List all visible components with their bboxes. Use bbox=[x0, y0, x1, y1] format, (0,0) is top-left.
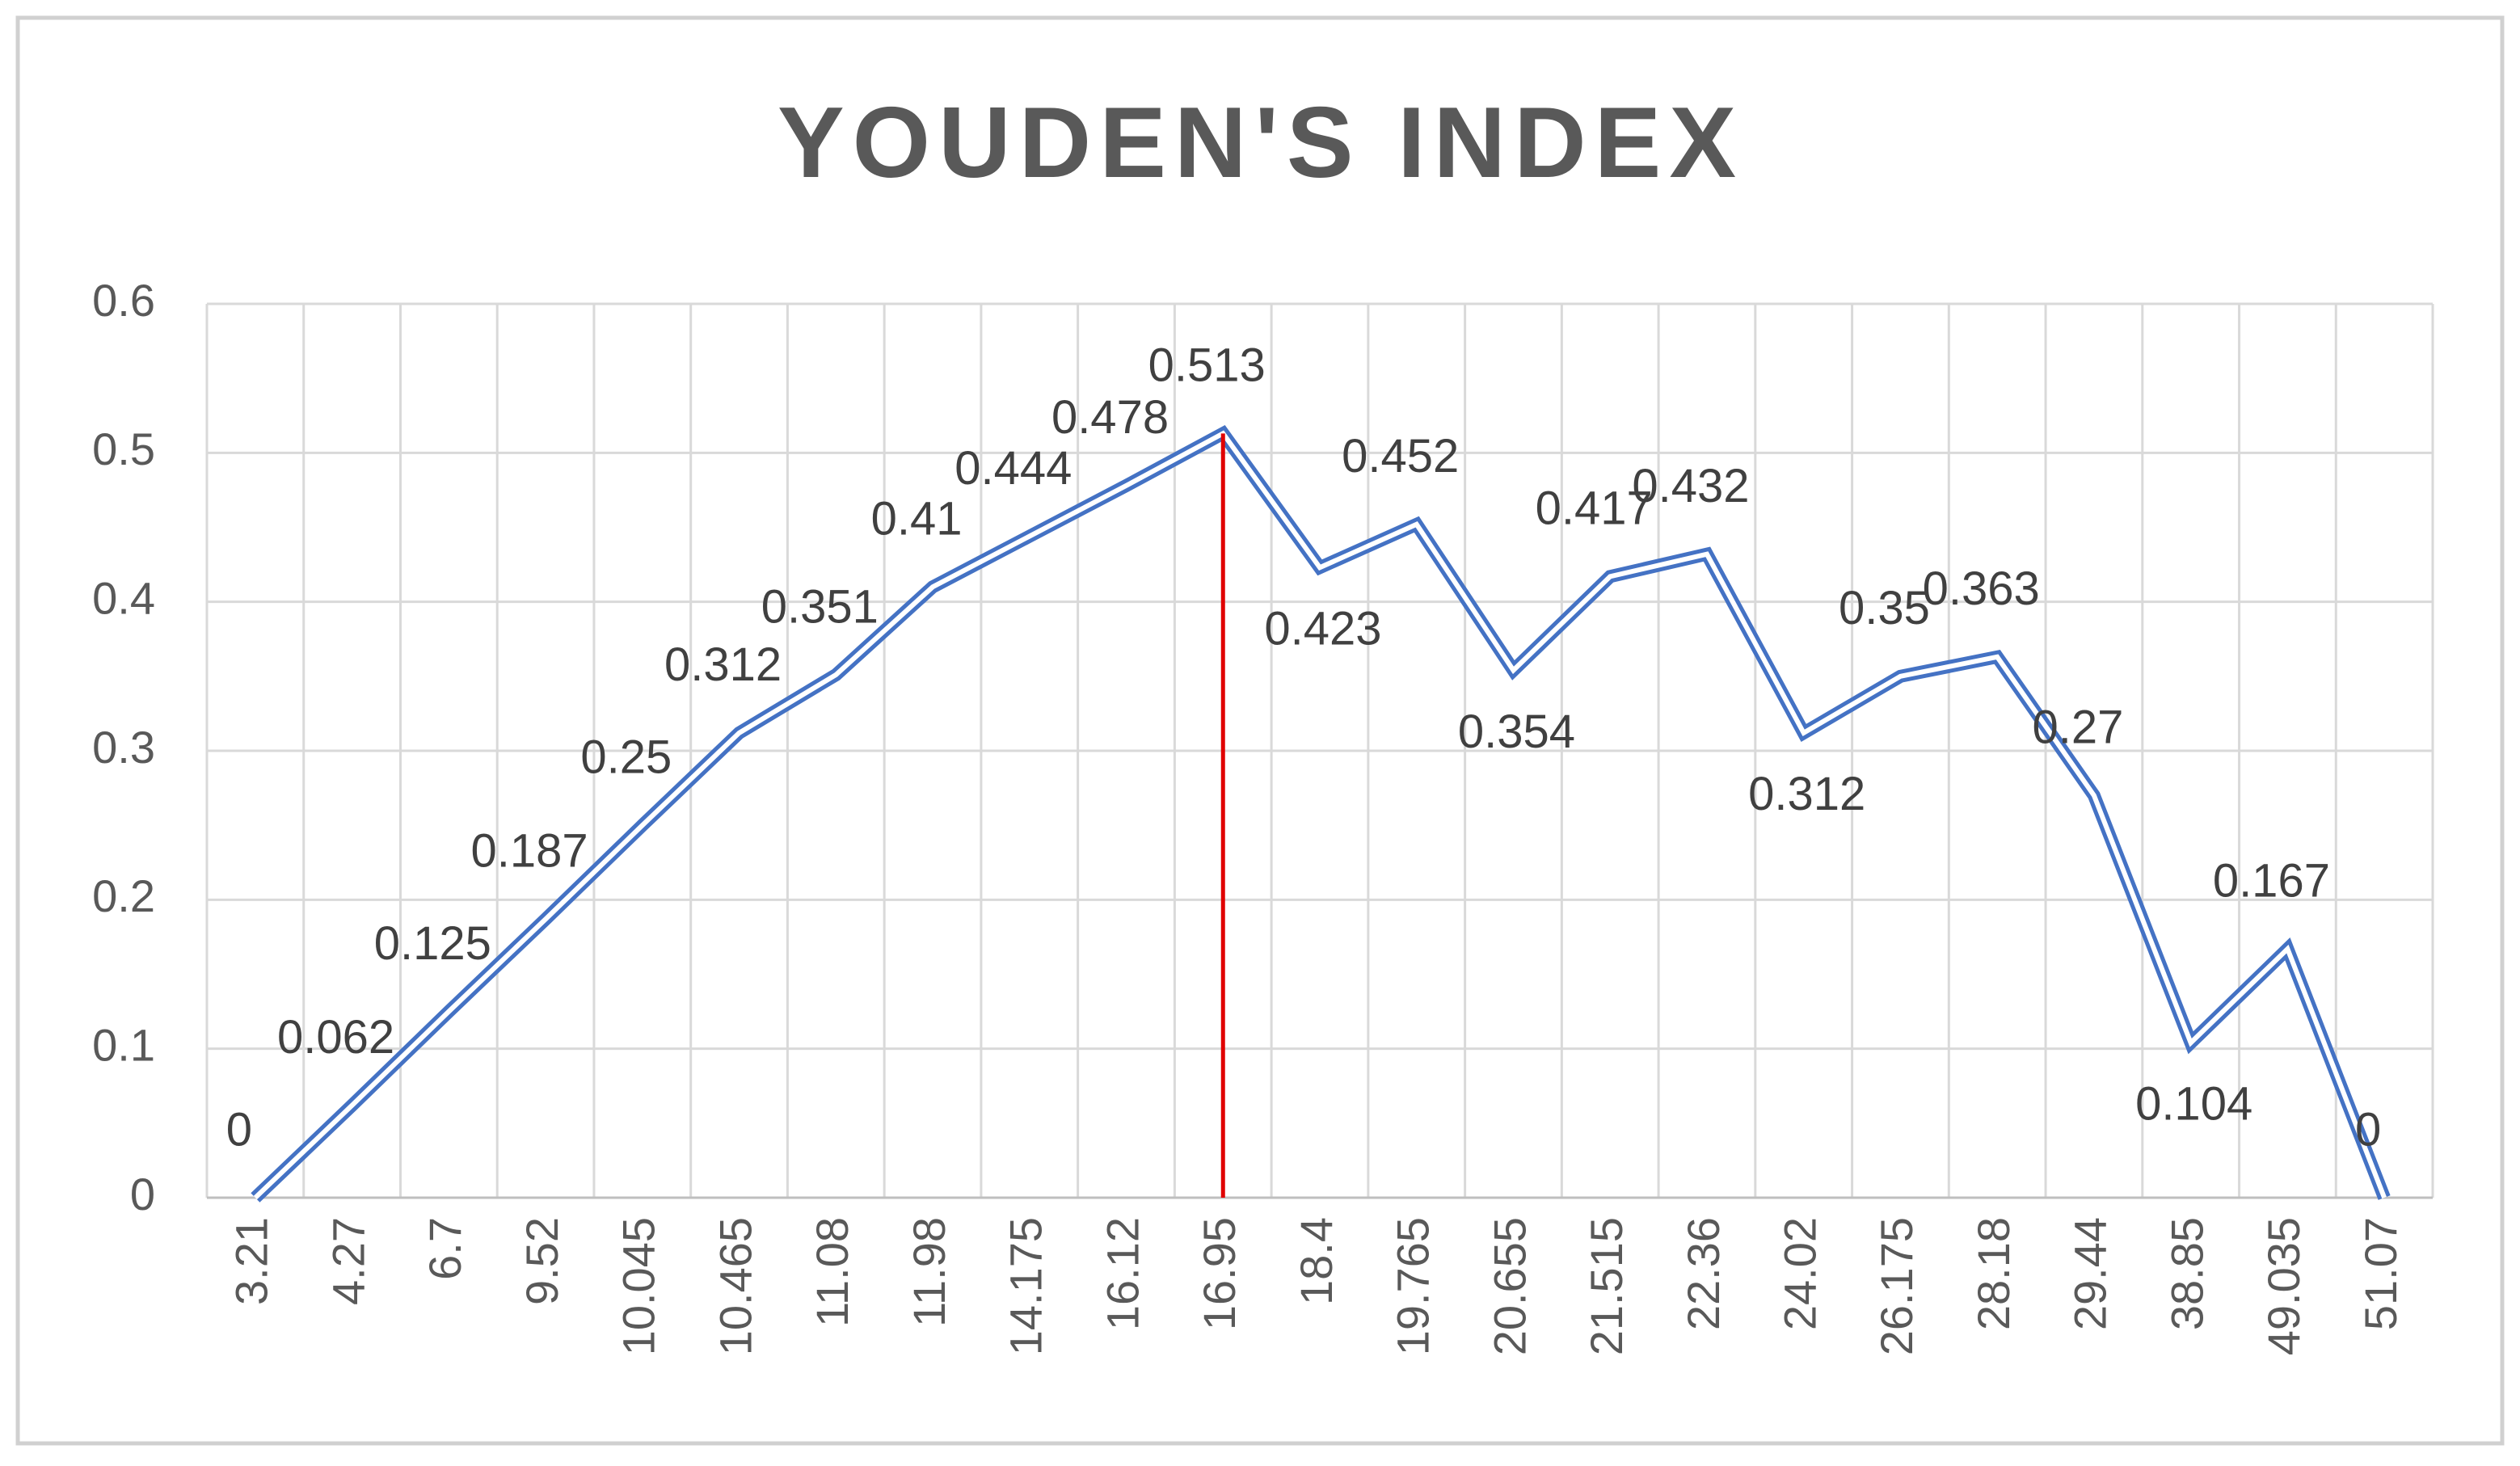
data-label: 0.312 bbox=[664, 638, 782, 691]
data-label: 0.41 bbox=[871, 493, 963, 546]
data-label: 0.35 bbox=[1839, 582, 1930, 634]
data-label: 0.167 bbox=[2213, 854, 2330, 907]
x-tick-label: 29.44 bbox=[2065, 1217, 2116, 1330]
x-tick-label: 18.4 bbox=[1291, 1217, 1342, 1305]
x-tick-label: 6.7 bbox=[419, 1217, 470, 1280]
x-tick-label: 10.045 bbox=[613, 1217, 664, 1355]
data-label: 0 bbox=[2355, 1103, 2381, 1156]
x-tick-label: 11.08 bbox=[807, 1217, 858, 1327]
data-label: 0.444 bbox=[954, 442, 1072, 495]
data-label: 0.125 bbox=[374, 917, 491, 970]
data-label: 0.062 bbox=[277, 1011, 394, 1064]
x-tick-label: 21.515 bbox=[1581, 1217, 1632, 1355]
data-label: 0.25 bbox=[580, 731, 672, 783]
y-tick-label: 0.3 bbox=[92, 722, 155, 773]
x-tick-label: 24.02 bbox=[1774, 1217, 1825, 1330]
x-tick-label: 20.655 bbox=[1484, 1217, 1535, 1355]
y-tick-label: 0.6 bbox=[92, 275, 155, 326]
y-tick-label: 0.2 bbox=[92, 870, 155, 921]
x-tick-label: 4.27 bbox=[322, 1217, 373, 1305]
x-tick-label: 3.21 bbox=[226, 1217, 277, 1305]
x-tick-label: 28.18 bbox=[1968, 1217, 2019, 1330]
data-label: 0.27 bbox=[2032, 701, 2123, 754]
y-tick-label: 0.5 bbox=[92, 423, 155, 474]
chart-border bbox=[15, 15, 2505, 1446]
data-label: 0.354 bbox=[1458, 706, 1575, 758]
x-tick-label: 14.175 bbox=[1001, 1217, 1051, 1355]
x-tick-label: 9.52 bbox=[516, 1217, 567, 1305]
x-tick-label: 51.07 bbox=[2355, 1217, 2406, 1330]
data-label: 0 bbox=[226, 1103, 252, 1156]
data-label: 0.432 bbox=[1632, 460, 1749, 512]
x-tick-label: 19.765 bbox=[1388, 1217, 1439, 1355]
x-tick-label: 10.465 bbox=[710, 1217, 761, 1355]
y-tick-label: 0.4 bbox=[92, 572, 155, 623]
chart-title: YOUDEN'S INDEX bbox=[777, 87, 1744, 199]
data-label: 0.104 bbox=[2135, 1078, 2252, 1131]
data-label: 0.363 bbox=[1923, 562, 2040, 615]
y-tick-label: 0.1 bbox=[92, 1019, 155, 1070]
data-label: 0.452 bbox=[1342, 430, 1459, 482]
data-label: 0.417 bbox=[1536, 482, 1653, 535]
x-tick-label: 16.12 bbox=[1097, 1217, 1148, 1330]
data-label: 0.513 bbox=[1148, 339, 1266, 392]
data-label: 0.312 bbox=[1748, 768, 1865, 820]
x-tick-label: 16.95 bbox=[1194, 1217, 1245, 1330]
data-label: 0.478 bbox=[1051, 391, 1169, 444]
x-tick-label: 26.175 bbox=[1871, 1217, 1922, 1355]
series-line-inner bbox=[253, 430, 2387, 1200]
x-tick-label: 11.98 bbox=[904, 1217, 954, 1327]
x-tick-label: 22.36 bbox=[1678, 1217, 1729, 1330]
data-label: 0.423 bbox=[1264, 603, 1381, 655]
data-label: 0.351 bbox=[761, 580, 879, 633]
x-tick-label: 38.85 bbox=[2161, 1217, 2212, 1330]
x-tick-label: 49.035 bbox=[2258, 1217, 2309, 1355]
data-label: 0.187 bbox=[471, 825, 588, 878]
y-tick-label: 0 bbox=[130, 1169, 155, 1220]
